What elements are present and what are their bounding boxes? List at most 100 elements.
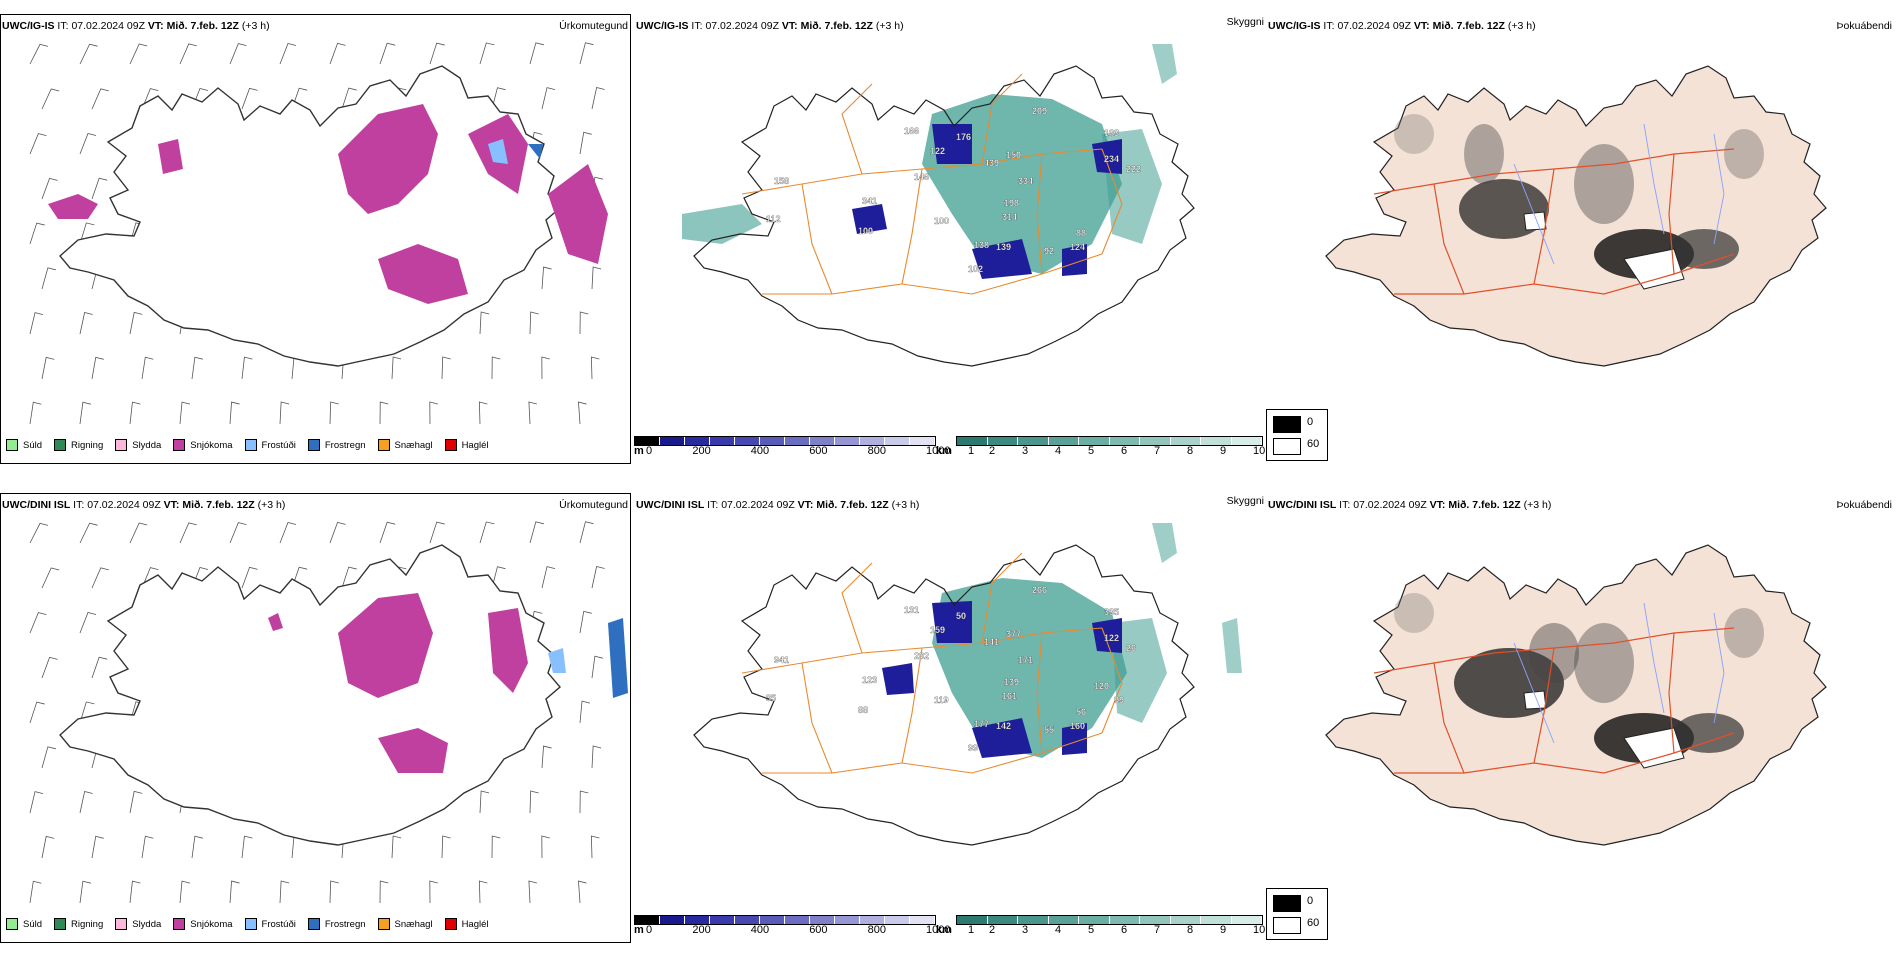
wind-barb xyxy=(579,790,589,814)
colorbar-cell xyxy=(635,916,660,924)
wind-barb xyxy=(29,401,42,425)
colorbar-cell xyxy=(810,437,835,445)
fog-roads xyxy=(1373,627,1735,774)
wind-barb xyxy=(129,311,143,335)
precip-legend-item: Frostúði xyxy=(244,439,296,451)
wind-barb xyxy=(491,835,501,859)
precip-legend-item: Frostregn xyxy=(307,439,366,451)
cloud-base-label: 123 xyxy=(862,675,877,685)
cloud-base-label: 266 xyxy=(1032,585,1047,595)
legend-label: Frostúði xyxy=(261,439,296,451)
colorbar-cell xyxy=(910,437,935,445)
colorbar-unit: m xyxy=(634,445,644,457)
precip-legend-item: Snæhagl xyxy=(377,439,433,451)
colorbar-tick: 9 xyxy=(1220,445,1227,457)
cloud-base-labels: 166 122 176 439 150 209 183 146 334 198 314 341 100 1… xyxy=(766,106,1141,274)
cloud-base-label: 282 xyxy=(914,651,929,661)
colorbar-cell xyxy=(835,916,860,924)
cloud-base-label: 159 xyxy=(930,625,945,635)
wind-barb xyxy=(129,43,148,65)
model-name: UWC/DINI ISL xyxy=(2,499,71,511)
forecast-header: UWC/DINI ISL IT: 07.02.2024 09Z VT: Mið.… xyxy=(636,499,919,511)
wind-barb xyxy=(578,401,587,425)
colorbar-cell xyxy=(1231,437,1262,445)
colorbar-tick: 400 xyxy=(750,445,770,457)
colorbar-cell xyxy=(885,916,910,924)
cloud-base-labels: 131 159 50 141 377 266 335 282 171 139 161 123 88 177… xyxy=(766,585,1136,753)
precip-type-panel: UWC/IG-IS IT: 07.02.2024 09Z VT: Mið. 7.… xyxy=(0,14,632,484)
rivers xyxy=(1513,602,1725,744)
legend-swatch xyxy=(307,439,320,451)
teal-visibility-areas xyxy=(932,523,1242,758)
precip-legend-item: Frostúði xyxy=(244,918,296,930)
cloud-base-label: 35 xyxy=(766,693,776,703)
wind-barb xyxy=(441,835,451,859)
wind-barb xyxy=(578,880,587,904)
cloud-base-label: 146 xyxy=(914,172,929,182)
wind-barb xyxy=(91,88,109,110)
wind-barb xyxy=(579,311,589,335)
init-time: 07.02.2024 09Z xyxy=(1353,499,1427,511)
colorbar-tick: 3 xyxy=(1022,924,1029,936)
colorbar-tick: 400 xyxy=(750,924,770,936)
wind-barb xyxy=(41,567,60,589)
wind-barb xyxy=(129,790,143,814)
legend-swatch xyxy=(444,918,457,930)
colorbar-tick: 0 xyxy=(646,924,653,936)
wind-barb xyxy=(541,566,556,589)
it-label: IT: xyxy=(707,499,719,511)
fog-panel: UWC/DINI ISL IT: 07.02.2024 09Z VT: Mið.… xyxy=(1266,493,1900,963)
legend-label: Snæhagl xyxy=(394,918,433,930)
fog-swatch xyxy=(1273,895,1301,912)
forecast-header: UWC/DINI ISL IT: 07.02.2024 09Z VT: Mið.… xyxy=(1268,499,1551,511)
it-label: IT: xyxy=(691,20,703,32)
cloud-base-label: 139 xyxy=(996,242,1011,252)
colorbar-cell xyxy=(957,916,988,924)
wind-barb xyxy=(279,880,290,904)
wind-barb xyxy=(478,880,488,904)
it-label: IT: xyxy=(73,499,85,511)
precip-legend-item: Snjókoma xyxy=(173,439,233,451)
init-time: 07.02.2024 09Z xyxy=(71,20,145,32)
colorbar-cell xyxy=(685,916,710,924)
wind-barb xyxy=(29,222,45,245)
legend-swatch xyxy=(173,439,186,451)
fog-label: 60 xyxy=(1307,917,1320,929)
low-cloud-areas xyxy=(852,124,1122,279)
wind-barb xyxy=(229,522,247,544)
wind-barb xyxy=(591,745,602,769)
colorbar-cell xyxy=(710,916,735,924)
legend-label: Súld xyxy=(23,918,43,930)
wind-barb xyxy=(41,267,56,290)
colorbar-tick: 9 xyxy=(1220,924,1227,936)
wind-barb xyxy=(591,86,605,110)
colorbar-cell xyxy=(885,437,910,445)
vt-label: VT: xyxy=(1429,499,1446,511)
panel-title: Skyggni xyxy=(1226,16,1264,28)
wind-barb xyxy=(41,746,56,769)
cloud-base-label: 150 xyxy=(1006,150,1021,160)
wind-barb xyxy=(491,87,506,110)
wind-barb xyxy=(29,522,49,544)
legend-label: Snjókoma xyxy=(190,439,233,451)
precip-legend-item: Snjókoma xyxy=(173,918,233,930)
cloud-base-label: 335 xyxy=(1104,607,1119,617)
wind-barb xyxy=(329,521,346,544)
colorbar-tick: 8 xyxy=(1187,924,1194,936)
forecast-row-ig-is: UWC/IG-IS IT: 07.02.2024 09Z VT: Mið. 7.… xyxy=(0,14,1900,484)
wind-barb xyxy=(529,42,544,65)
cloud-base-label: 141 xyxy=(984,637,999,647)
iceland-cloud-map: 131 159 50 141 377 266 335 282 171 139 161 123 88 177… xyxy=(693,523,1242,846)
model-name: UWC/DINI ISL xyxy=(636,499,705,511)
cloud-base-label: 198 xyxy=(1004,198,1019,208)
fog-legend-box: 0 60 xyxy=(1266,888,1328,940)
colorbar-unit: km xyxy=(936,445,952,457)
cloud-base-label: 161 xyxy=(1002,691,1017,701)
iceland-precip-map xyxy=(29,42,608,425)
precip-legend-item: Rigning xyxy=(54,918,103,930)
fog-legend-box: 0 60 xyxy=(1266,409,1328,461)
wind-barb xyxy=(379,521,396,544)
wind-barb xyxy=(179,880,191,904)
legend-swatch xyxy=(6,439,18,451)
precip-legend-item: Haglél xyxy=(444,439,489,451)
